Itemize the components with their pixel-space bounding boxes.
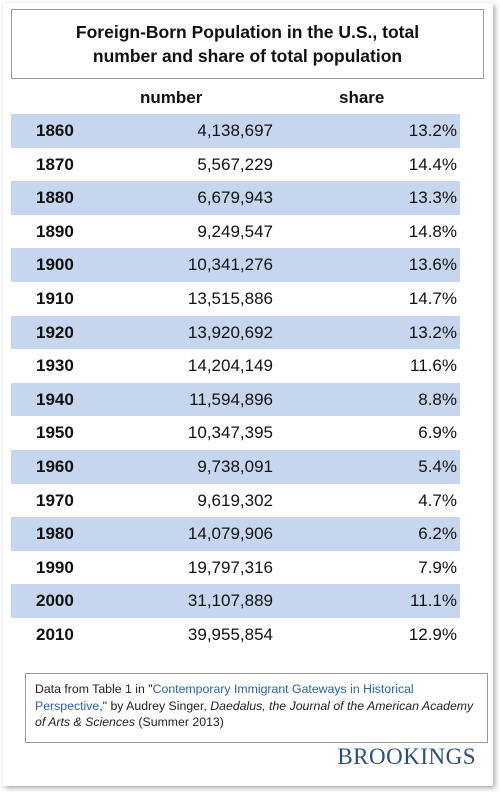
table-row: 1950 10,347,395 6.9% <box>11 416 460 450</box>
table-row: 1980 14,079,906 6.2% <box>11 517 460 551</box>
year-cell: 1940 <box>36 389 74 409</box>
table-row: 1880 6,679,943 13.3% <box>11 181 460 215</box>
table-row: 1900 10,341,276 13.6% <box>11 248 460 282</box>
share-cell: 11.1% <box>410 591 457 611</box>
column-header-number: number <box>140 88 203 107</box>
number-cell: 13,515,886 <box>187 288 273 308</box>
number-cell: 14,204,149 <box>187 356 273 376</box>
source-middle: ," by Audrey Singer, <box>99 698 211 713</box>
share-cell: 13.2% <box>408 121 457 140</box>
year-cell: 1970 <box>36 490 74 510</box>
title-line-1: Foreign-Born Population in the U.S., tot… <box>75 22 420 42</box>
share-cell: 4.7% <box>418 490 457 510</box>
share-cell: 7.9% <box>418 557 457 577</box>
table-row: 1910 13,515,886 14.7% <box>11 282 460 316</box>
year-cell: 1870 <box>36 154 74 174</box>
chart-title: Foreign-Born Population in the U.S., tot… <box>11 9 484 79</box>
year-cell: 2010 <box>36 624 74 644</box>
year-cell: 1980 <box>36 524 74 544</box>
share-cell: 13.2% <box>408 322 457 342</box>
number-cell: 4,138,697 <box>197 121 273 140</box>
table-row: 1940 11,594,896 8.8% <box>11 382 460 417</box>
number-cell: 9,249,547 <box>197 221 273 241</box>
number-cell: 39,955,854 <box>187 624 273 644</box>
source-journal: Daedalus, the Journal of the American Ac… <box>35 698 474 730</box>
table-row: 1930 14,204,149 11.6% <box>11 349 460 383</box>
year-cell: 1950 <box>36 423 74 443</box>
column-header-share: share <box>339 88 385 107</box>
year-cell: 1930 <box>36 356 74 376</box>
source-prefix: Data from Table 1 in " <box>35 682 153 696</box>
year-cell: 1920 <box>36 322 74 342</box>
year-cell: 2000 <box>36 591 74 611</box>
number-cell: 9,738,091 <box>197 456 273 476</box>
table-row: 1860 4,138,697 13.2% <box>11 114 460 148</box>
number-cell: 6,679,943 <box>197 188 273 208</box>
share-cell: 6.2% <box>418 524 457 544</box>
number-cell: 5,567,229 <box>197 154 273 174</box>
source-link[interactable]: Contemporary Immigrant Gateways in Histo… <box>35 682 414 713</box>
year-cell: 1990 <box>36 557 74 577</box>
data-table: 1860 4,138,697 13.2% 1870 5,567,229 14.4% 1880… <box>11 114 460 652</box>
number-cell: 10,347,395 <box>187 423 273 443</box>
table-row: 1870 5,567,229 14.4% <box>11 148 460 182</box>
table-row: 2000 31,107,889 11.1% <box>11 584 460 618</box>
share-cell: 13.6% <box>408 255 457 275</box>
source-suffix: (Summer 2013) <box>135 715 224 729</box>
brookings-logo: BROOKINGS <box>337 744 476 769</box>
table-row: 1890 9,249,547 14.8% <box>11 215 460 249</box>
title-line-2: number and share of total population <box>92 46 403 66</box>
share-cell: 14.8% <box>408 221 457 241</box>
year-cell: 1860 <box>36 121 74 140</box>
year-cell: 1900 <box>36 255 74 275</box>
number-cell: 31,107,889 <box>187 591 273 611</box>
table-row: 1960 9,738,091 5.4% <box>11 449 460 484</box>
number-cell: 13,920,692 <box>187 322 273 342</box>
table-row: 1990 19,797,316 7.9% <box>11 551 460 585</box>
share-cell: 6.9% <box>418 423 457 443</box>
share-cell: 8.8% <box>418 389 457 409</box>
share-cell: 14.4% <box>408 154 457 174</box>
share-cell: 11.6% <box>410 356 457 376</box>
share-cell: 5.4% <box>418 456 457 476</box>
year-cell: 1910 <box>36 288 74 308</box>
year-cell: 1880 <box>36 188 74 208</box>
share-cell: 12.9% <box>408 624 457 644</box>
number-cell: 19,797,316 <box>187 557 273 577</box>
number-cell: 9,619,302 <box>197 490 273 510</box>
table-row: 1970 9,619,302 4.7% <box>11 484 460 518</box>
number-cell: 10,341,276 <box>187 255 273 275</box>
source-note: Data from Table 1 in "Contemporary Immig… <box>25 673 488 743</box>
number-cell: 14,079,906 <box>187 524 273 544</box>
number-cell: 11,594,896 <box>189 389 273 409</box>
year-cell: 1960 <box>36 456 74 476</box>
share-cell: 14.7% <box>408 288 457 308</box>
table-row: 1920 13,920,692 13.2% <box>11 315 460 350</box>
table-row: 2010 39,955,854 12.9% <box>11 618 460 652</box>
share-cell: 13.3% <box>408 188 457 208</box>
year-cell: 1890 <box>36 221 74 241</box>
